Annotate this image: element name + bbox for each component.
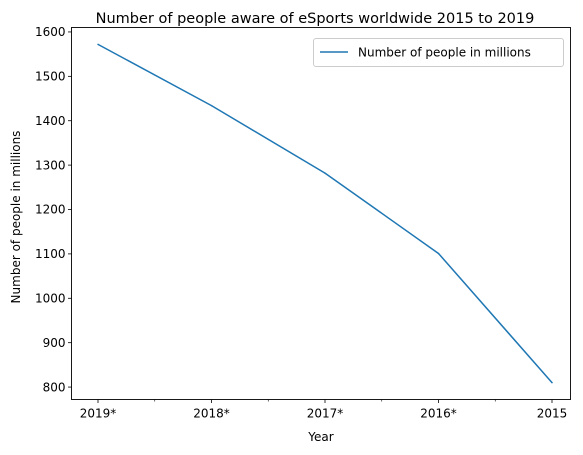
data-point bbox=[97, 43, 99, 46]
x-axis-label: Year bbox=[307, 430, 333, 444]
y-tick-label: 1500 bbox=[35, 70, 66, 84]
y-tick-label: 1600 bbox=[35, 25, 66, 39]
data-point bbox=[437, 252, 440, 255]
x-tick-label: 2018* bbox=[193, 407, 230, 421]
x-tick-label: 2019* bbox=[80, 407, 117, 421]
data-point bbox=[210, 104, 213, 107]
y-tick-label: 1400 bbox=[35, 114, 66, 128]
x-axis: 2019* 2018* 2017* 2016* 2015 bbox=[80, 399, 568, 421]
x-tick-label: 2016* bbox=[420, 407, 457, 421]
legend: Number of people in millions bbox=[313, 38, 564, 67]
y-tick-label: 1300 bbox=[35, 158, 66, 172]
y-axis: 800 900 1000 1100 1200 1300 1400 1500 1600 bbox=[35, 25, 72, 394]
y-tick-label: 1200 bbox=[35, 203, 66, 217]
x-tick-label: 2015 bbox=[537, 407, 568, 421]
series-layer bbox=[97, 43, 553, 384]
data-point bbox=[551, 381, 553, 384]
legend-box bbox=[313, 38, 564, 67]
y-tick-label: 900 bbox=[43, 336, 66, 350]
x-tick-label: 2017* bbox=[307, 407, 344, 421]
legend-label: Number of people in millions bbox=[358, 46, 531, 60]
chart-title: Number of people aware of eSports worldw… bbox=[96, 11, 535, 27]
y-axis-label: Number of people in millions bbox=[9, 131, 23, 304]
plot-area bbox=[71, 27, 571, 400]
y-tick-label: 1100 bbox=[35, 247, 66, 261]
data-point bbox=[324, 172, 326, 174]
y-tick-label: 800 bbox=[43, 380, 66, 394]
y-tick-label: 1000 bbox=[35, 291, 66, 305]
series-line bbox=[97, 43, 553, 384]
